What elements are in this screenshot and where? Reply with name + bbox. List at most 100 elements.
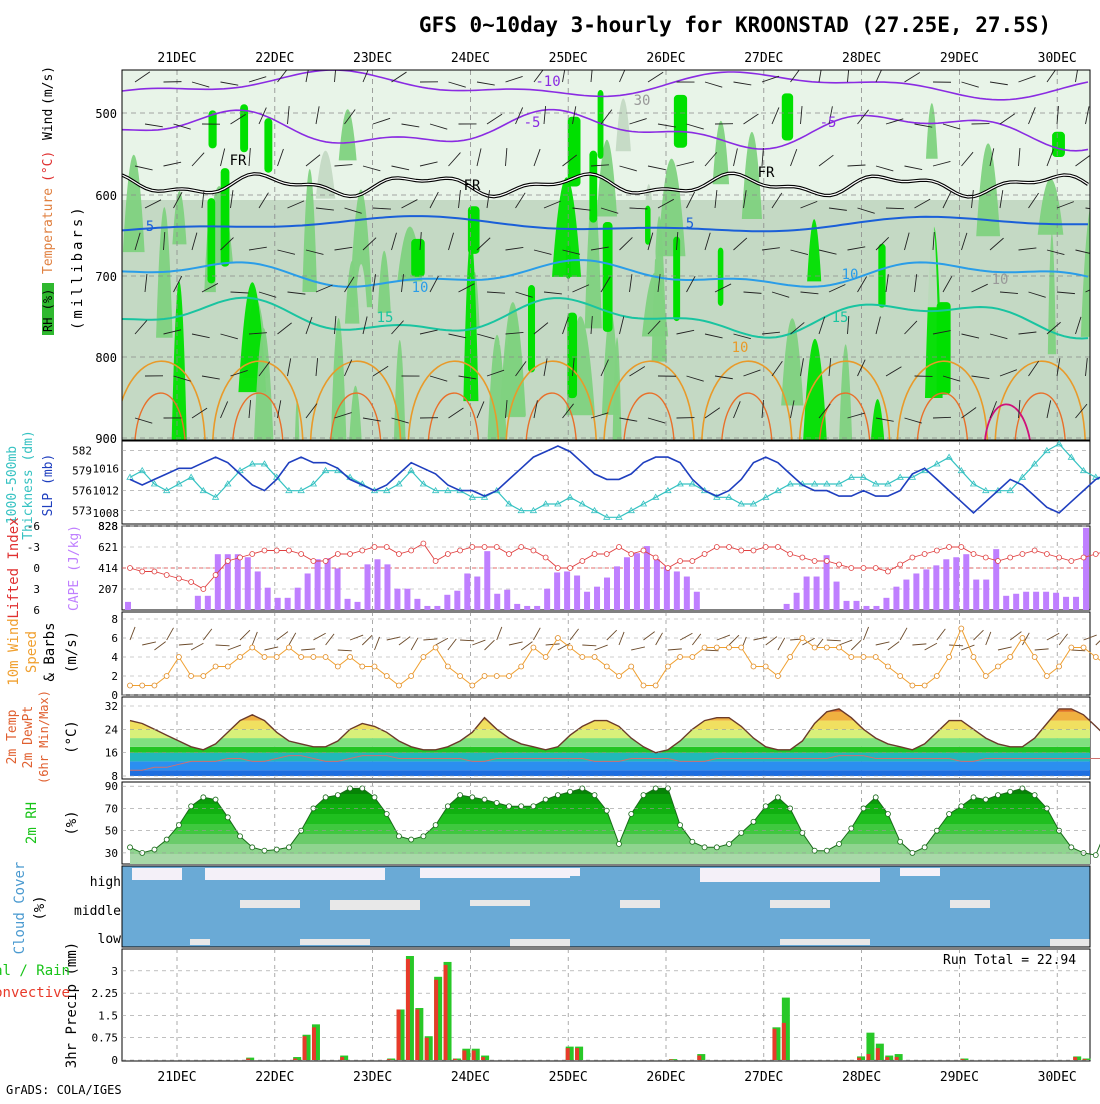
wind10m-panel-frame [122, 612, 1090, 695]
lifted-index-line-point [384, 545, 389, 550]
lifted-index-line-point [763, 545, 768, 550]
wind-speed-line-point [176, 655, 181, 660]
axis-label: & Barbs [42, 622, 58, 681]
rh-line-point [470, 795, 475, 800]
lifted-index-line-point [775, 545, 780, 550]
rh-line-point [995, 793, 1000, 798]
wind-speed-line-point [1093, 655, 1098, 660]
date-label-top: 23DEC [353, 51, 392, 66]
y-tick-label: 414 [98, 562, 118, 575]
middle-cloud-gap [620, 900, 660, 908]
rh-line-point [678, 823, 683, 828]
rh-line-point [849, 826, 854, 831]
cape-bar [624, 557, 630, 610]
wind-speed-line-point [458, 674, 463, 679]
wind-speed-line-point [800, 636, 805, 641]
rh-line-point [128, 845, 133, 850]
wind-speed-line-point [1032, 655, 1037, 660]
lifted-index-line-point [1032, 548, 1037, 553]
rh-line-point [286, 845, 291, 850]
date-label-top: 26DEC [646, 51, 685, 66]
rh-core [221, 168, 230, 267]
wind-speed-line-point [568, 645, 573, 650]
y-tick-label: 50 [105, 825, 118, 838]
lifted-index-line-point [421, 541, 426, 546]
lifted-index-line-point [1020, 552, 1025, 557]
lifted-index-line-point [1093, 552, 1098, 557]
precip-convective-bar [453, 1059, 457, 1060]
cape-bar [883, 598, 889, 610]
low-cloud-gap [190, 939, 210, 945]
lifted-index-line-point [470, 545, 475, 550]
lifted-index-line-point [299, 552, 304, 557]
wind-speed-line-point [140, 683, 145, 688]
rh-line-point [519, 804, 524, 809]
rh-line-point [262, 848, 267, 853]
precip-convective-bar [246, 1059, 250, 1060]
wind-speed-line-point [433, 645, 438, 650]
lifted-index-line-point [947, 545, 952, 550]
slp-panel-frame [122, 441, 1090, 524]
wind-speed-line-point [580, 655, 585, 660]
lifted-index-line-point [885, 569, 890, 574]
lifted-index-line-point [678, 559, 683, 564]
lifted-index-line-point [837, 562, 842, 567]
rh-line-point [812, 848, 817, 853]
y-tick-label: 621 [98, 541, 118, 554]
rh-line-point [775, 795, 780, 800]
cape-bar [305, 573, 311, 610]
high-cloud-gap [770, 868, 880, 878]
lifted-index-line-point [580, 559, 585, 564]
rh-line-point [323, 795, 328, 800]
date-label-top: 29DEC [940, 51, 979, 66]
lifted-index-line-point [788, 552, 793, 557]
y-tick-label: 32 [105, 700, 118, 713]
cape-bar [834, 582, 840, 610]
lifted-index-line-point [152, 569, 157, 574]
wind-speed-line-point [898, 674, 903, 679]
cape-bar [365, 564, 371, 610]
pressure-tick-label: 800 [95, 351, 117, 365]
lifted-index-line-point [433, 559, 438, 564]
precip-convective-bar [462, 1050, 466, 1060]
lifted-index-line-point [409, 548, 414, 553]
contour-label: -10 [535, 74, 560, 90]
contour-label: FR [758, 165, 775, 181]
cape-bar [1023, 592, 1029, 610]
lifted-index-line-point [653, 555, 658, 560]
cape-bar [414, 599, 420, 610]
cape-bar [424, 606, 430, 610]
wind-speed-line-point [384, 674, 389, 679]
cape-bar [804, 577, 810, 610]
temp-band [122, 761, 1090, 770]
wind-speed-line-point [372, 664, 377, 669]
rh-line-point [665, 786, 670, 791]
wind-speed-line-point [506, 674, 511, 679]
date-label-top: 30DEC [1038, 51, 1077, 66]
rh-line-point [1069, 845, 1074, 850]
middle-cloud-gap [770, 900, 830, 908]
lifted-index-line-point [849, 566, 854, 571]
rh-line-point [568, 789, 573, 794]
wind-speed-line-point [274, 655, 279, 660]
lifted-index-line-point [1069, 559, 1074, 564]
cape-bar [584, 592, 590, 610]
date-label-bottom: 27DEC [744, 1070, 783, 1085]
date-label-bottom: 21DEC [157, 1070, 196, 1085]
middle-cloud-gap [240, 900, 300, 908]
rh-line-point [922, 845, 927, 850]
cape-bar [494, 594, 500, 610]
temp-band [122, 738, 1090, 747]
wind-speed-line-point [873, 655, 878, 660]
wind-speed-line-point [995, 664, 1000, 669]
rh-line-point [739, 830, 744, 835]
rh-line-point [176, 823, 181, 828]
date-label-bottom: 25DEC [549, 1070, 588, 1085]
precip-legend-rain: tal / Rain [0, 963, 70, 979]
y-tick-label: 573 [72, 505, 92, 518]
cape-bar [674, 571, 680, 610]
